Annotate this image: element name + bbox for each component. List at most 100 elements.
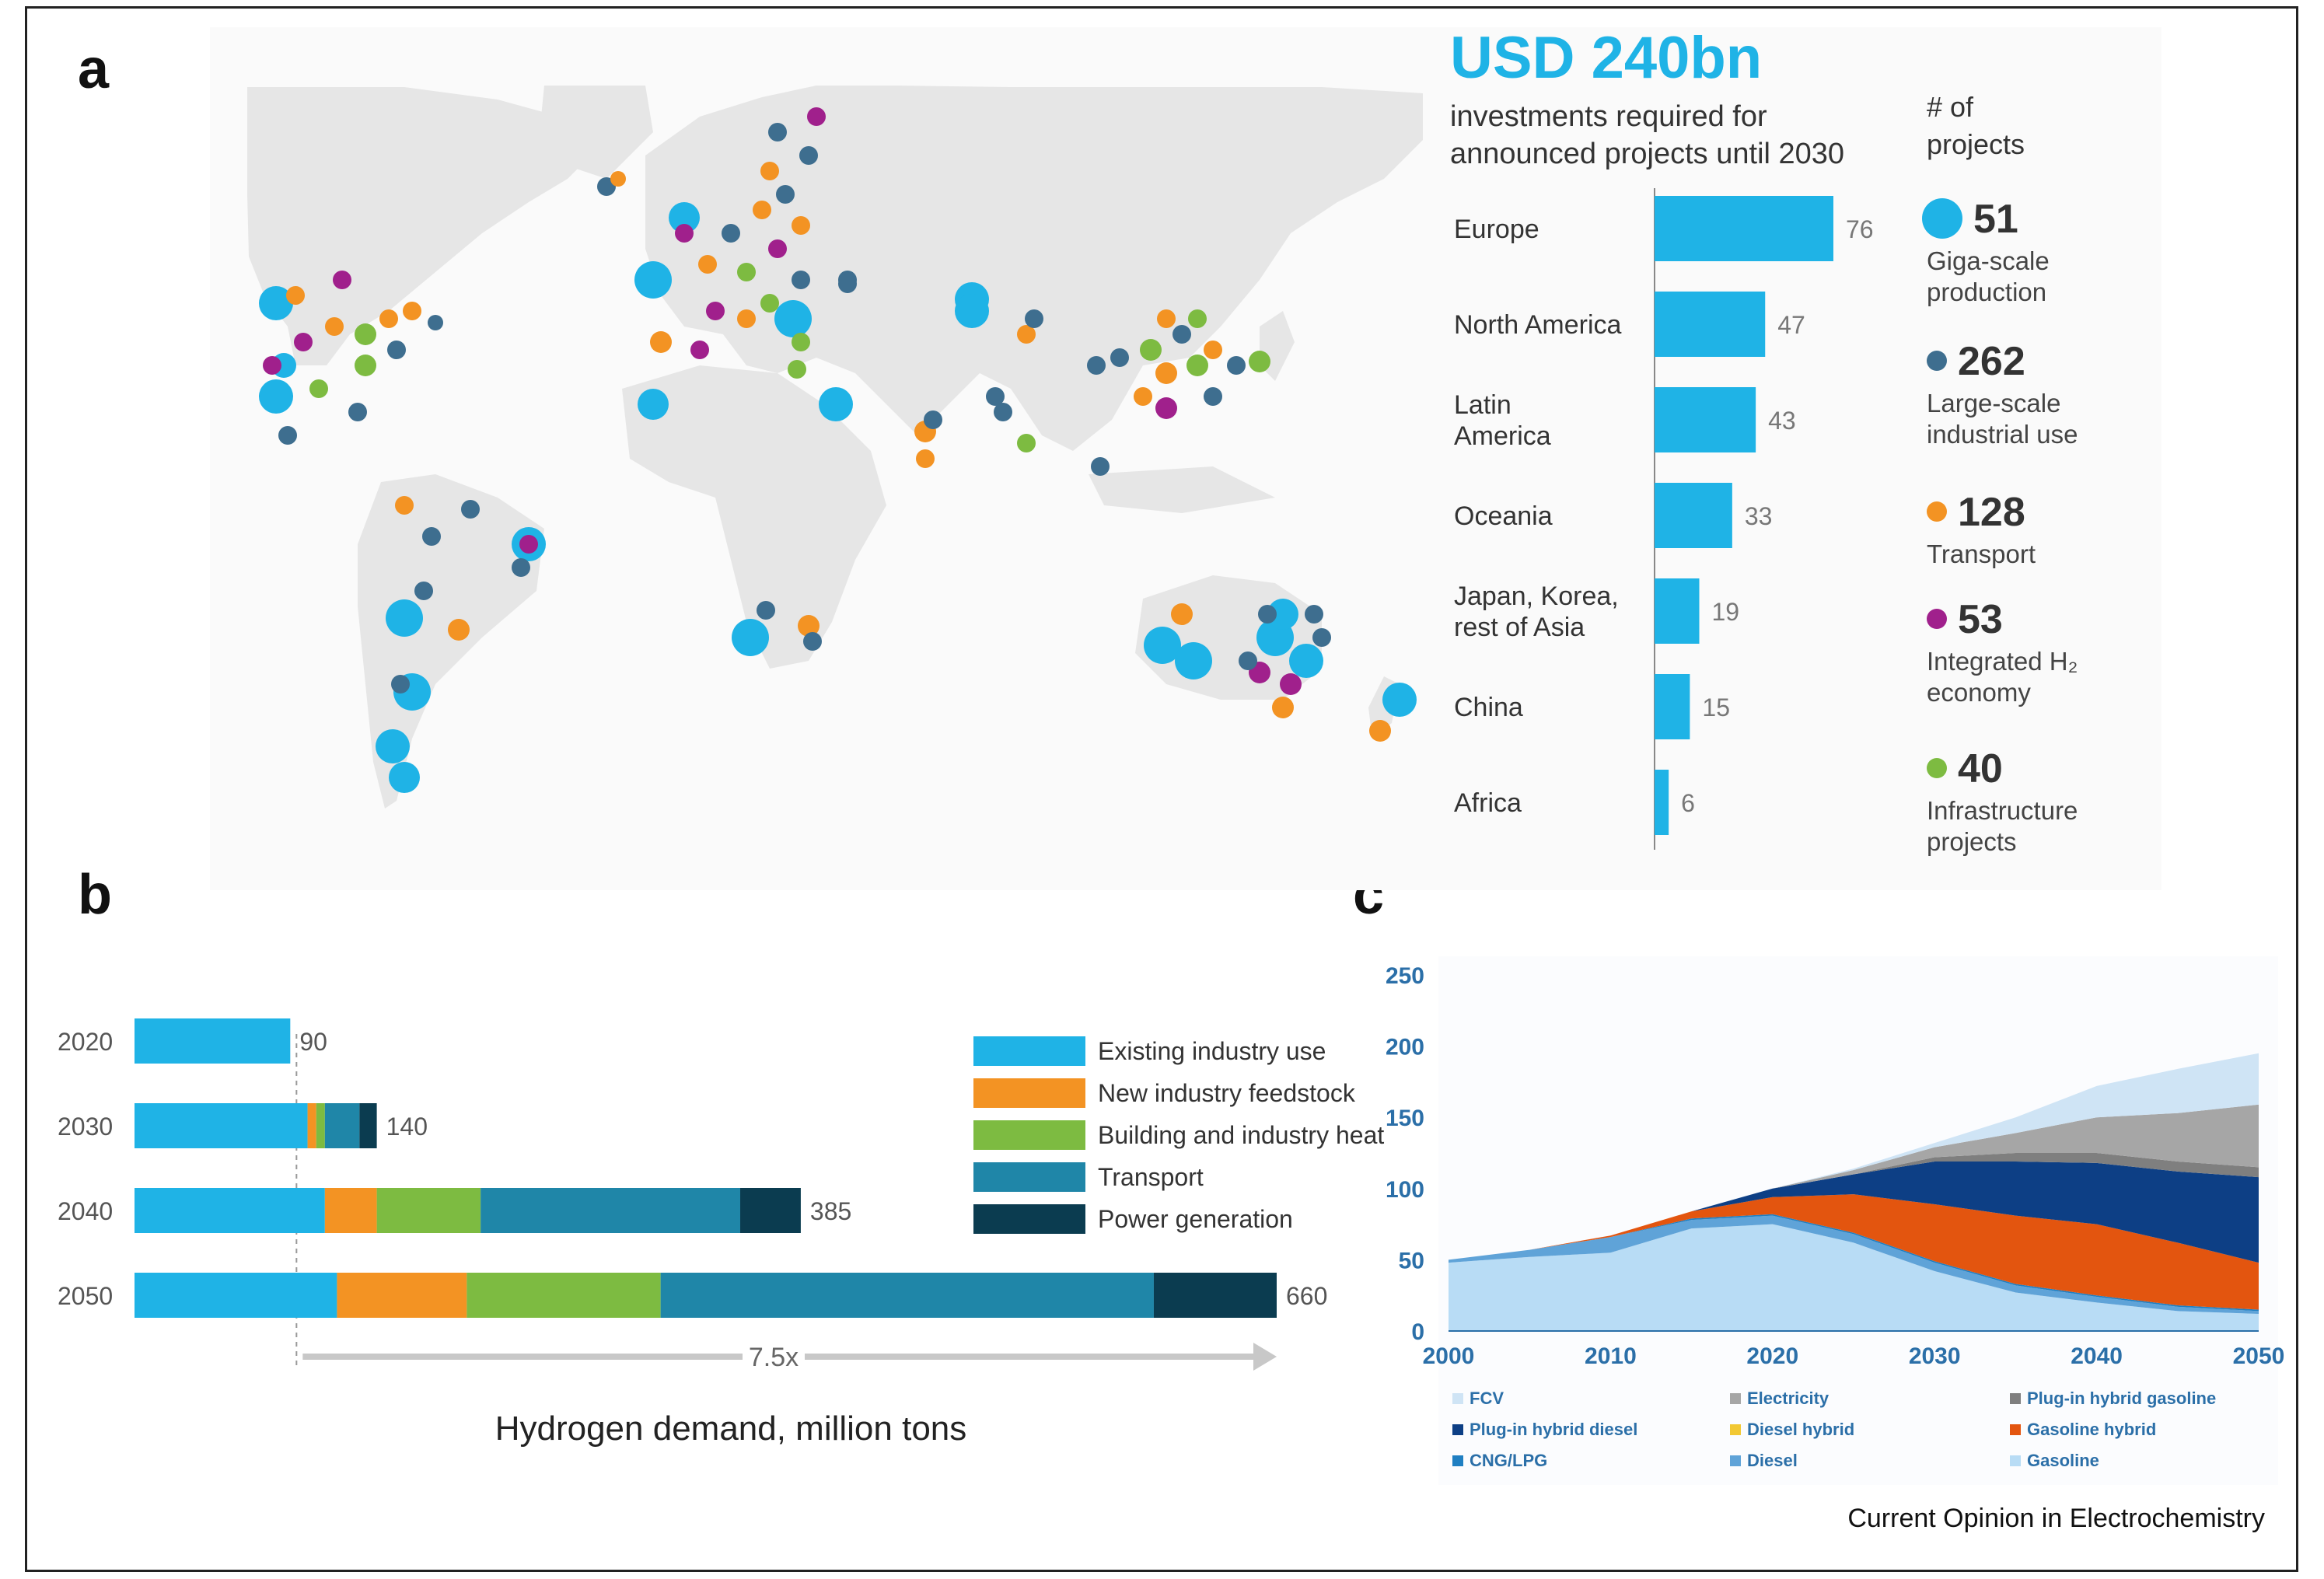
project-dot [698,255,717,274]
legend-label: economy [1927,678,2031,707]
project-dot [838,274,857,293]
project-dot [461,500,480,519]
project-dot [333,271,351,289]
project-dot [638,389,669,420]
demand-segment [324,1188,377,1233]
legend-label: Integrated H₂ [1927,647,2078,676]
map-eurasia [645,86,1423,451]
total-label: 140 [386,1113,428,1141]
project-dot [278,426,297,445]
panel-label-b: b [78,864,112,926]
demand-segment [337,1273,467,1318]
project-dot [1382,683,1417,717]
region-label: Japan, Korea, [1454,582,1619,611]
project-dot [1017,434,1036,452]
project-dot [1289,644,1323,678]
project-dot [395,496,414,515]
project-dot [760,162,779,180]
project-dot [428,315,443,330]
legend-entry: Plug-in hybrid gasoline [2027,1389,2216,1408]
project-dot [1017,325,1036,344]
year-label: 2020 [58,1028,113,1056]
project-dot [1134,387,1152,406]
demand-segment [740,1188,801,1233]
region-bar [1655,387,1756,452]
demand-segment [324,1103,360,1148]
bar-value-label: 43 [1768,407,1796,435]
figure-frame [25,6,2298,1572]
legend-swatch [1452,1393,1463,1404]
subtitle-line-1: investments required for [1450,100,1767,133]
x-tick-label: 2000 [1423,1343,1475,1369]
region-bar [1655,578,1700,644]
region-label: Europe [1454,215,1539,244]
legend-label: Infrastructure [1927,796,2078,825]
demand-segment [1153,1273,1277,1318]
project-dot [387,341,406,359]
x-axis-label: Hydrogen demand, million tons [495,1410,967,1448]
legend-swatch [1730,1424,1741,1435]
project-dot [807,107,826,126]
year-label: 2030 [58,1113,113,1141]
project-dot [355,355,376,376]
legend-count: 128 [1958,490,2025,535]
total-label: 385 [810,1197,851,1225]
project-dot [294,333,313,351]
project-dot [737,309,756,328]
project-dot [768,123,787,141]
bar-value-label: 76 [1846,215,1874,243]
project-dot [1305,605,1323,624]
legend-swatch [973,1162,1085,1192]
project-dot [798,615,820,637]
demand-segment [135,1018,291,1064]
region-bar [1655,674,1690,739]
project-dot [348,403,367,421]
stacked-area [1449,1214,2259,1312]
project-dot [768,239,787,258]
legend-swatch [1452,1455,1463,1466]
project-dot [994,403,1012,421]
bar-value-label: 47 [1777,311,1805,339]
region-bar [1655,196,1833,261]
project-dot [1272,697,1294,718]
project-dot [650,331,672,353]
legend-swatch [973,1204,1085,1234]
legend-swatch [973,1078,1085,1108]
project-dot [1239,652,1257,670]
project-dot [1155,397,1177,419]
legend-entry: New industry feedstock [1098,1079,1356,1107]
legend-marker [1927,758,1947,778]
project-dot [519,535,538,554]
total-label: 90 [299,1028,327,1056]
project-dot [1227,356,1246,375]
legend-swatch [2010,1393,2021,1404]
project-dot [1110,348,1129,367]
legend-label: Transport [1927,540,2036,568]
project-dot [1186,355,1208,376]
x-tick-label: 2050 [2233,1343,2285,1369]
project-dot [722,224,740,243]
legend-label: industrial use [1927,420,2078,449]
region-label: America [1454,421,1551,451]
legend-entry: Existing industry use [1098,1037,1326,1065]
project-dot [1175,642,1212,679]
region-bar [1655,483,1732,548]
legend-marker [1922,198,1962,239]
project-dot [819,387,853,421]
map-africa [622,365,886,669]
legend-title-line: # of [1927,91,1974,123]
legend-entry: Diesel hybrid [1747,1420,1854,1439]
y-tick-label: 0 [1411,1319,1424,1345]
project-dot [259,286,293,320]
legend-entry: Gasoline hybrid [2027,1420,2156,1439]
legend-swatch [1452,1424,1463,1435]
project-dot [760,294,779,313]
project-dot [737,263,756,281]
project-dot [1312,628,1331,647]
region-bar [1655,292,1766,357]
demand-segment [376,1188,481,1233]
bar-value-label: 19 [1712,598,1740,626]
annotation-bg [743,1338,805,1375]
year-label: 2040 [58,1197,113,1225]
